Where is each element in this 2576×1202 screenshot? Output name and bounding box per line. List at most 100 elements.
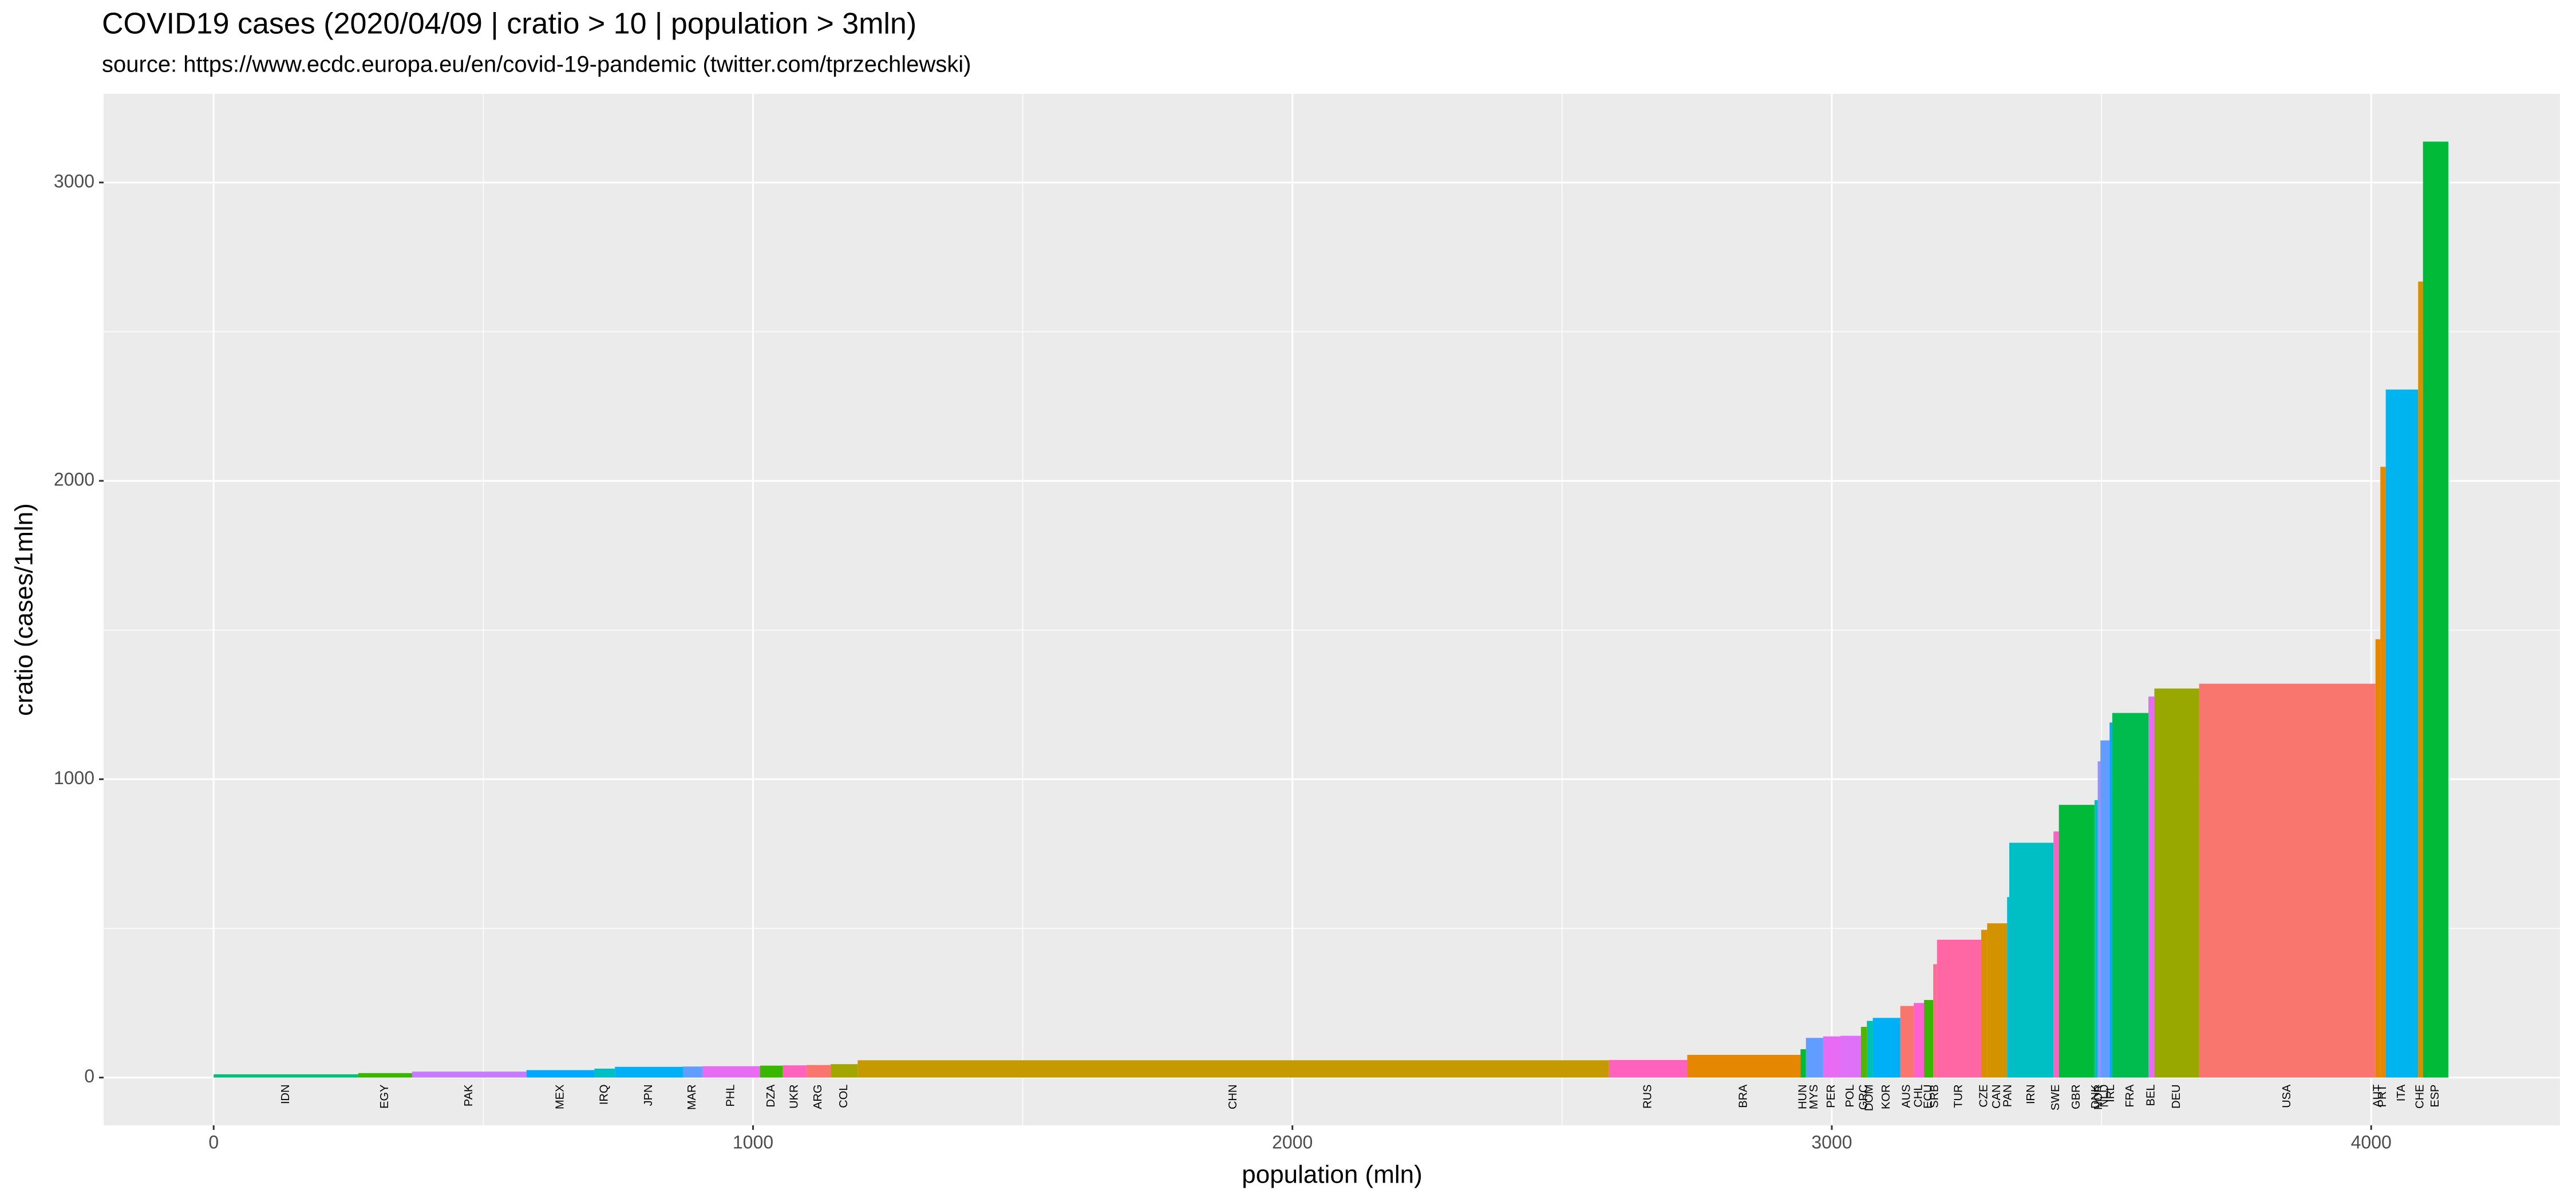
bar-category-label: UKR xyxy=(788,1085,800,1109)
bar xyxy=(2154,688,2199,1078)
bar xyxy=(2418,281,2423,1078)
bar-category-label: HUN xyxy=(1796,1085,1809,1109)
bar xyxy=(1867,1021,1873,1078)
x-tick-label: 2000 xyxy=(1272,1132,1313,1152)
bar xyxy=(1872,1018,1901,1078)
bar-category-label: GBR xyxy=(2070,1085,2083,1109)
bar-category-label: AUS xyxy=(1901,1085,1913,1108)
bar-category-label: CHE xyxy=(2414,1085,2427,1109)
bar xyxy=(1987,923,2008,1078)
y-tick-label: 2000 xyxy=(54,469,94,490)
bar-category-label: IRQ xyxy=(598,1085,611,1105)
y-axis-label: cratio (cases/1mln) xyxy=(10,503,38,716)
bar-category-label: DZA xyxy=(765,1084,777,1108)
bar xyxy=(2380,466,2386,1078)
bar-category-label: PAN xyxy=(2001,1085,2014,1108)
bar xyxy=(2199,683,2376,1078)
chart-title: COVID19 cases (2020/04/09 | cratio > 10 … xyxy=(102,7,916,41)
bar xyxy=(526,1070,595,1078)
bar xyxy=(1840,1035,1861,1078)
bar-category-label: BEL xyxy=(2145,1085,2158,1106)
bar xyxy=(2375,639,2381,1078)
bar-category-label: CAN xyxy=(1990,1085,2003,1109)
bar xyxy=(858,1060,1609,1078)
bar-category-label: ITA xyxy=(2395,1084,2408,1101)
bar xyxy=(1805,1038,1823,1078)
bar-category-label: BRA xyxy=(1737,1084,1750,1108)
bar-category-label: RUS xyxy=(1641,1085,1654,1109)
bar xyxy=(1924,1000,1934,1078)
bar-category-label: MAR xyxy=(686,1085,698,1110)
bar xyxy=(1914,1003,1925,1078)
bar-category-label: CHN xyxy=(1227,1085,1239,1109)
bar xyxy=(831,1064,858,1078)
bar-category-label: DNK xyxy=(2089,1084,2102,1109)
bar xyxy=(760,1065,783,1078)
bar-category-label: SRB xyxy=(1929,1085,1941,1108)
bar xyxy=(1609,1059,1688,1078)
chart-subtitle: source: https://www.ecdc.europa.eu/en/co… xyxy=(102,52,971,77)
bar xyxy=(214,1074,358,1078)
bar-category-label: PAK xyxy=(463,1084,475,1106)
bar-category-label: IRL xyxy=(2104,1085,2117,1102)
bar-category-label: POL xyxy=(1844,1085,1856,1108)
x-tick-label: 4000 xyxy=(2351,1132,2392,1152)
bar xyxy=(1900,1006,1914,1078)
bar-category-label: IRN xyxy=(2025,1085,2037,1104)
bar-category-label: KOR xyxy=(1880,1085,1893,1109)
y-tick-label: 3000 xyxy=(54,171,94,191)
bar xyxy=(783,1065,807,1078)
bar xyxy=(2148,696,2155,1078)
bar xyxy=(2423,141,2448,1078)
bar xyxy=(1981,930,1988,1078)
bar xyxy=(1937,939,1981,1078)
bar xyxy=(594,1068,615,1078)
bar xyxy=(2100,740,2110,1078)
bar xyxy=(2059,805,2095,1078)
bar xyxy=(702,1066,760,1078)
bar-category-label: GRC xyxy=(1857,1085,1870,1110)
bar xyxy=(1687,1054,1801,1078)
bar-category-label: ARG xyxy=(812,1085,824,1109)
bar xyxy=(806,1065,831,1078)
bar xyxy=(1800,1049,1806,1078)
bar-category-label: NLD xyxy=(2098,1085,2111,1108)
bar-category-label: FRA xyxy=(2124,1084,2136,1108)
bar xyxy=(2385,389,2419,1078)
bar-category-label: IDN xyxy=(279,1085,292,1104)
x-tick-label: 0 xyxy=(208,1132,219,1152)
bar xyxy=(1823,1036,1841,1078)
bar-category-label: COL xyxy=(837,1085,850,1108)
bar xyxy=(2007,897,2009,1078)
bar-category-label: JPN xyxy=(642,1085,655,1106)
bar-category-label: EGY xyxy=(378,1085,391,1109)
bar xyxy=(358,1073,412,1078)
bar xyxy=(2109,722,2112,1078)
bar-category-label: NOR xyxy=(2092,1085,2105,1110)
bar-category-label: PRT xyxy=(2376,1085,2389,1108)
y-tick-label: 1000 xyxy=(54,768,94,788)
x-axis-label: population (mln) xyxy=(1242,1161,1423,1189)
bar xyxy=(2053,831,2059,1078)
bar xyxy=(2094,800,2098,1078)
bar xyxy=(615,1066,683,1078)
bar-category-label: DOM xyxy=(1863,1085,1876,1112)
bar-category-label: ESP xyxy=(2429,1085,2441,1108)
bar-category-label: AUT xyxy=(2371,1085,2384,1108)
bar-category-label: TUR xyxy=(1953,1085,1965,1108)
bar-category-label: CZE xyxy=(1977,1085,1990,1108)
bar-category-label: PHL xyxy=(725,1085,737,1107)
x-tick-label: 3000 xyxy=(1811,1132,1852,1152)
bar-category-label: PER xyxy=(1825,1085,1838,1108)
bar-category-label: CHL xyxy=(1912,1085,1925,1108)
bar-category-label: SWE xyxy=(2049,1085,2062,1111)
bar-category-label: MEX xyxy=(554,1085,566,1109)
bar xyxy=(1933,964,1937,1078)
bar xyxy=(2112,713,2149,1078)
bar xyxy=(1860,1026,1867,1078)
bar-category-label: MYS xyxy=(1808,1085,1820,1109)
bar xyxy=(682,1066,702,1078)
bar xyxy=(2097,761,2101,1078)
x-tick-label: 1000 xyxy=(733,1132,773,1152)
